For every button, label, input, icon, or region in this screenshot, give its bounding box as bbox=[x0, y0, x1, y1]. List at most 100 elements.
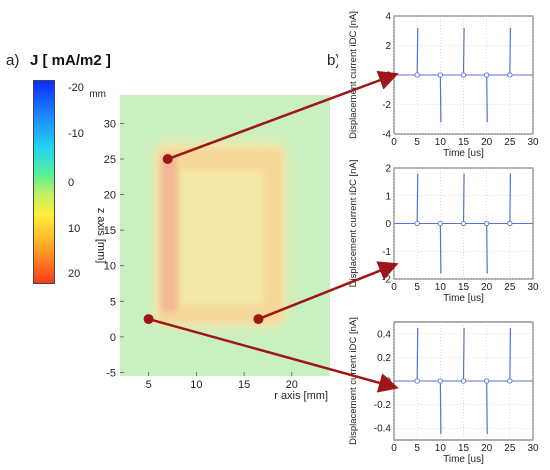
x-tick-label: 20 bbox=[481, 137, 493, 148]
colorbar-tick: -20 bbox=[68, 82, 84, 94]
signal-spike bbox=[416, 173, 419, 224]
y-tick-label: 1 bbox=[385, 191, 391, 202]
colorbar-tick: 0 bbox=[68, 177, 75, 189]
x-tick-label: 20 bbox=[481, 443, 493, 454]
y-tick-label: 0.2 bbox=[377, 353, 391, 364]
y-tick-label: 2 bbox=[385, 41, 391, 52]
plot-panel-middle: 0 5 10 15 20 25 30 2 1 0 -1 -2 Time [us] Displacement… bbox=[338, 160, 543, 304]
x-tick-label: 10 bbox=[435, 443, 447, 454]
signal-marker bbox=[460, 378, 467, 384]
heatmap-marker-dot bbox=[253, 314, 264, 325]
panel-a-label: a) bbox=[6, 52, 20, 69]
current-loop-hot-edge bbox=[161, 155, 178, 312]
signal-marker bbox=[414, 72, 420, 78]
heatmap-y-tick-label: 30 bbox=[104, 118, 116, 130]
signal-spike bbox=[416, 27, 419, 76]
y-tick-label: -0.2 bbox=[374, 400, 392, 411]
signal-spike bbox=[462, 327, 465, 382]
plot-panel-bottom: 0 5 10 15 20 25 30 0.4 0.2 0 -0.2 -0.4 Time [us] Disp… bbox=[338, 314, 543, 465]
y-tick-label: 4 bbox=[385, 12, 391, 23]
y-tick-label: 0 bbox=[385, 71, 391, 82]
signal-spike bbox=[486, 74, 488, 123]
signal-marker bbox=[437, 220, 443, 227]
signal-spike bbox=[439, 74, 442, 123]
signal-marker bbox=[414, 378, 420, 384]
panel-b-label: b) bbox=[327, 52, 341, 69]
signal-spike bbox=[509, 327, 512, 382]
colorbar bbox=[33, 80, 55, 284]
x-tick-label: 25 bbox=[504, 443, 516, 454]
x-tick-label: 0 bbox=[391, 443, 397, 454]
y-tick-label: -2 bbox=[382, 275, 391, 286]
heatmap-y-tick-label: 10 bbox=[104, 261, 116, 273]
signal-spike bbox=[486, 223, 488, 274]
y-axis-label: Displacement current iDC [nA] bbox=[348, 160, 359, 287]
x-tick-label: 15 bbox=[458, 282, 470, 293]
y-axis-label: Displacement current iDC [nA] bbox=[348, 317, 359, 445]
signal-marker bbox=[414, 220, 420, 227]
x-tick-label: 30 bbox=[527, 443, 539, 454]
y-tick-label: -1 bbox=[382, 247, 391, 258]
signal-marker bbox=[484, 378, 490, 384]
heatmap-unit-label: mm bbox=[89, 89, 106, 100]
signal-marker bbox=[437, 378, 443, 384]
y-tick-label: 2 bbox=[385, 164, 391, 175]
x-axis-label: Time [us] bbox=[443, 293, 484, 303]
colorbar-title: J [ mA/m2 ] bbox=[30, 52, 111, 69]
x-tick-label: 15 bbox=[458, 137, 470, 148]
y-axis-label: Displacement current iDC [nA] bbox=[348, 11, 359, 139]
x-tick-label: 5 bbox=[414, 137, 420, 148]
x-tick-label: 0 bbox=[391, 137, 397, 148]
heatmap-x-axis-label: r axis [mm] bbox=[274, 390, 328, 402]
signal-marker bbox=[484, 72, 490, 78]
heatmap-marker-dot bbox=[162, 154, 173, 165]
x-tick-label: 25 bbox=[504, 137, 516, 148]
heatmap-y-tick-label: 15 bbox=[104, 225, 116, 237]
heatmap-x-tick-label: 15 bbox=[238, 379, 250, 391]
signal-marker bbox=[460, 72, 467, 78]
plot-panel-top: 0 5 10 15 20 25 30 4 2 0 -2 -4 Time [us] Displacement… bbox=[338, 8, 543, 159]
x-tick-label: 30 bbox=[527, 137, 539, 148]
heatmap-x-tick-label: 5 bbox=[146, 379, 152, 391]
y-tick-label: -0.4 bbox=[374, 424, 392, 435]
heatmap-y-tick-label: 0 bbox=[110, 332, 116, 344]
colorbar-tick: -10 bbox=[68, 128, 84, 140]
current-loop-glow bbox=[153, 141, 288, 327]
heatmap-y-tick-label: -5 bbox=[106, 367, 116, 379]
x-tick-label: 30 bbox=[527, 282, 539, 293]
y-tick-label: 0 bbox=[385, 377, 391, 388]
line-plot-bottom: 0 5 10 15 20 25 30 0.4 0.2 0 -0.2 -0.4 Time [us] Disp… bbox=[348, 317, 539, 465]
heatmap-y-tick-label: 25 bbox=[104, 154, 116, 166]
x-tick-label: 20 bbox=[481, 282, 493, 293]
signal-spike bbox=[486, 380, 488, 435]
signal-marker bbox=[507, 378, 513, 384]
signal-marker bbox=[437, 72, 443, 78]
signal-spike bbox=[439, 380, 442, 435]
x-tick-label: 5 bbox=[414, 282, 420, 293]
signal-spike bbox=[416, 327, 419, 382]
y-tick-label: -2 bbox=[382, 100, 391, 111]
heatmap-y-axis-label: z axis [mm] bbox=[95, 208, 107, 264]
x-axis-label: Time [us] bbox=[443, 454, 484, 464]
signal-marker bbox=[507, 220, 513, 227]
x-tick-label: 25 bbox=[504, 282, 516, 293]
x-tick-label: 10 bbox=[435, 137, 447, 148]
signal-marker bbox=[507, 72, 513, 78]
signal-spike bbox=[509, 27, 512, 76]
signal-spike bbox=[462, 27, 465, 76]
signal-spike bbox=[462, 173, 465, 224]
signal-spike bbox=[509, 173, 512, 224]
heatmap-y-tick-label: 5 bbox=[110, 296, 116, 308]
colorbar-tick: 20 bbox=[68, 268, 81, 280]
x-tick-label: 15 bbox=[458, 443, 470, 454]
x-tick-label: 5 bbox=[414, 443, 420, 454]
signal-marker bbox=[484, 220, 490, 227]
y-tick-label: 0.4 bbox=[377, 329, 391, 340]
signal-marker bbox=[460, 220, 467, 227]
x-axis-label: Time [us] bbox=[443, 148, 484, 158]
heatmap-marker-dot bbox=[143, 314, 154, 325]
y-tick-label: 0 bbox=[385, 219, 391, 230]
colorbar-tick: 10 bbox=[68, 223, 81, 235]
